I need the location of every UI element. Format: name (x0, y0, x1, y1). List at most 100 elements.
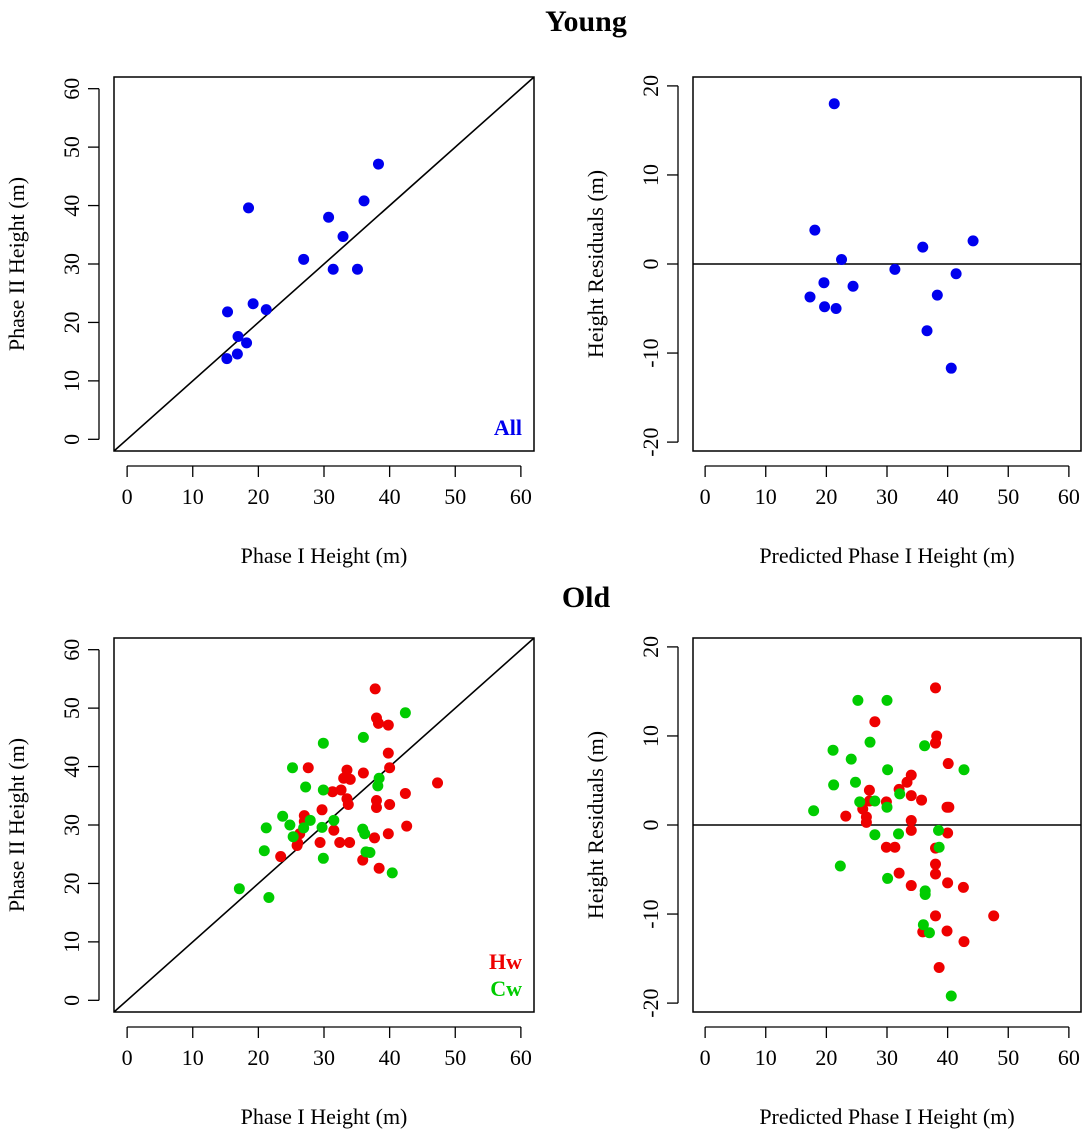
series-all (804, 98, 979, 374)
data-point (919, 888, 931, 900)
data-point (930, 737, 941, 749)
data-point (849, 776, 861, 788)
series-all (221, 158, 384, 365)
plot-frame (113, 76, 535, 452)
y-tick-label: 40 (59, 756, 84, 778)
data-point (854, 796, 866, 808)
data-point (882, 872, 894, 884)
data-point (287, 831, 299, 843)
y-axis: -20 -10 0 10 20 (638, 75, 679, 457)
x-axis-title: Phase I Height (m) (241, 543, 408, 568)
y-tick-label: 30 (59, 253, 84, 275)
data-point (287, 762, 298, 774)
x-tick-label: 40 (379, 484, 401, 509)
plot-area (114, 77, 534, 451)
data-point (988, 910, 1000, 922)
data-point (827, 744, 839, 756)
data-point (905, 790, 917, 802)
data-point (933, 841, 945, 853)
data-point (372, 780, 384, 792)
data-point (933, 961, 945, 973)
x-tick-label: 40 (937, 484, 959, 509)
series-hw (275, 683, 444, 874)
x-tick-label: 60 (510, 484, 532, 509)
data-point (243, 202, 255, 214)
data-point (291, 839, 303, 851)
data-point (930, 868, 941, 880)
y-tick-label: 10 (638, 725, 663, 747)
data-point (351, 263, 363, 275)
data-point (432, 777, 444, 789)
data-point (958, 936, 970, 948)
data-point (344, 773, 356, 785)
x-tick-label: 0 (700, 484, 711, 509)
section-title-old: Old (562, 581, 611, 614)
data-point (300, 781, 312, 793)
data-point (889, 841, 901, 853)
plot-area (114, 638, 534, 1012)
data-point (828, 98, 840, 110)
x-tick-label: 30 (313, 1045, 335, 1070)
data-point (930, 858, 941, 870)
x-axis-title: Phase I Height (m) (241, 1104, 408, 1129)
data-point (327, 786, 339, 798)
x-tick-label: 50 (997, 1045, 1019, 1070)
x-tick-label: 20 (815, 1045, 837, 1070)
data-point (942, 877, 954, 889)
data-point (222, 306, 234, 318)
x-tick-label: 0 (700, 1045, 711, 1070)
data-point (371, 801, 382, 813)
legend-label-all: All (494, 415, 522, 440)
data-point (317, 852, 329, 864)
data-point (232, 330, 244, 342)
x-tick-label: 50 (444, 1045, 466, 1070)
x-tick-label: 10 (182, 484, 204, 509)
data-point (344, 837, 356, 849)
y-axis-title: Phase II Height (m) (4, 177, 29, 351)
data-point (275, 851, 287, 863)
x-tick-label: 30 (876, 1045, 898, 1070)
data-point (894, 788, 906, 800)
data-point (302, 762, 314, 774)
y-tick-label: 50 (59, 697, 84, 719)
data-point (804, 291, 816, 303)
data-point (945, 362, 957, 374)
data-point (384, 762, 396, 774)
legend-label-cw: Cw (490, 976, 522, 1001)
data-point (893, 828, 905, 840)
data-point (334, 837, 346, 849)
data-point (942, 758, 954, 770)
data-point (869, 829, 881, 841)
x-tick-label: 10 (182, 1045, 204, 1070)
y-tick-label: 20 (59, 311, 84, 333)
data-point (358, 195, 370, 207)
data-point (386, 867, 398, 879)
data-point (357, 767, 369, 779)
data-point (328, 824, 340, 836)
data-point (317, 737, 329, 749)
y-tick-label: 10 (59, 370, 84, 392)
x-tick-label: 60 (510, 1045, 532, 1070)
data-point (893, 867, 905, 879)
y-tick-label: -20 (638, 988, 663, 1017)
data-point (943, 801, 955, 813)
data-point (316, 804, 328, 816)
data-point (247, 298, 259, 310)
data-point (808, 805, 820, 817)
x-axis: 0 10 20 30 40 50 60 (700, 465, 1080, 509)
y-tick-label: 0 (638, 820, 663, 831)
data-point (260, 304, 272, 316)
y-tick-label: 0 (59, 434, 84, 445)
data-point (337, 231, 349, 243)
data-point (941, 925, 953, 937)
series-cw (808, 694, 970, 1002)
data-point (950, 268, 962, 280)
section-title-young: Young (545, 5, 627, 38)
legend-label-hw: Hw (489, 949, 522, 974)
y-axis-title: Phase II Height (m) (4, 738, 29, 912)
x-axis-title: Predicted Phase I Height (m) (759, 543, 1014, 568)
data-point (401, 820, 413, 832)
y-tick-label: 50 (59, 136, 84, 158)
x-axis-title: Predicted Phase I Height (m) (759, 1104, 1014, 1129)
